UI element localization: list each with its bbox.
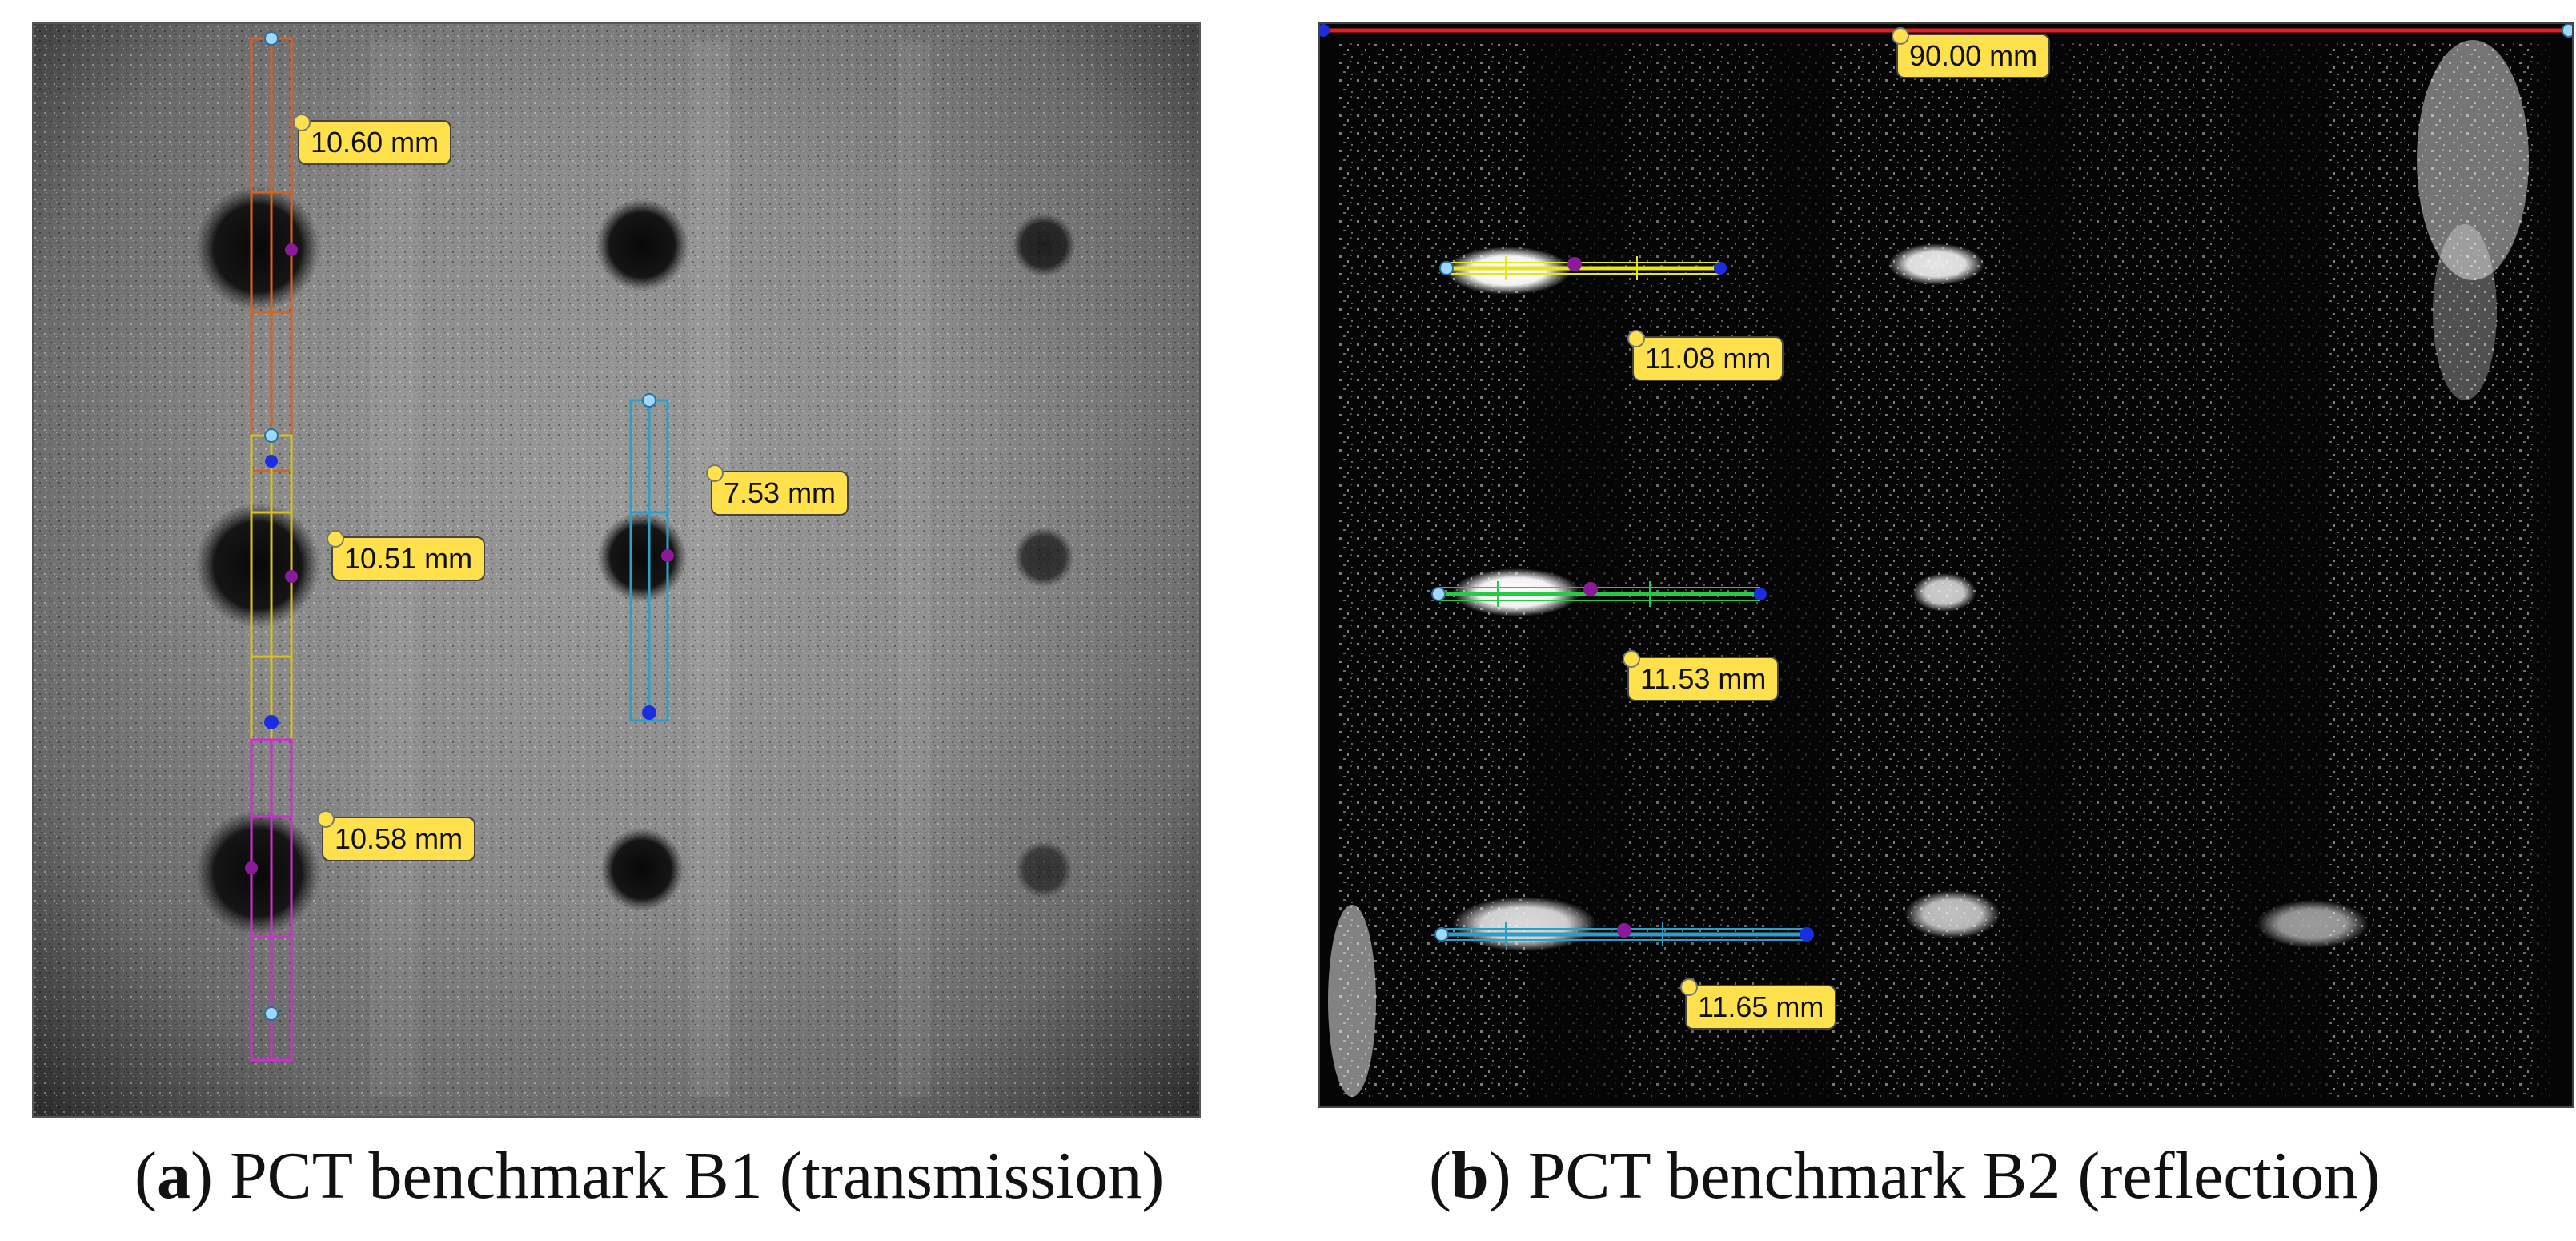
defect-hole — [1015, 841, 1073, 898]
measurement-line-yellow[interactable] — [1439, 256, 1727, 280]
defect-hole — [1013, 527, 1074, 588]
caption-b: (b) PCT benchmark B2 (reflection) — [1429, 1139, 2381, 1213]
caption-letter: b — [1451, 1139, 1489, 1213]
measurement-label: 11.53 mm — [1622, 650, 1780, 701]
defect-hole — [596, 199, 688, 291]
reflection-image-panel: 90.00 mm 11.08 mm 11.53 mm 11.65 mm — [1318, 22, 2574, 1108]
defect-blob — [1888, 243, 1984, 285]
defect-hole — [600, 828, 684, 911]
defect-blob — [1446, 247, 1571, 295]
measurement-line-blue[interactable] — [1434, 922, 1814, 946]
measurement-label: 10.58 mm — [316, 810, 476, 861]
reflection-image-graphics — [1320, 24, 2574, 1097]
measurement-line-red[interactable] — [1320, 24, 2574, 38]
measurement-label: 11.08 mm — [1627, 330, 1784, 381]
caption-text: PCT benchmark B1 (transmission) — [212, 1139, 1165, 1213]
measurement-line-green[interactable] — [1431, 581, 1767, 607]
caption-a: (a) PCT benchmark B1 (transmission) — [134, 1139, 1165, 1213]
defect-hole — [195, 810, 320, 935]
defect-blob — [1452, 897, 1596, 951]
defect-blob — [1912, 573, 1976, 612]
transmission-image-panel: 10.60 mm 10.51 mm 10.58 mm 7.53 mm — [32, 22, 1201, 1118]
defect-hole — [195, 503, 320, 628]
defect-hole — [597, 512, 687, 602]
measurement-handles[interactable] — [245, 31, 674, 1021]
measurement-label: 11.65 mm — [1679, 978, 1837, 1030]
measurement-label: 7.53 mm — [705, 464, 849, 516]
defect-hole — [1012, 213, 1076, 277]
caption-text: PCT benchmark B2 (reflection) — [1511, 1139, 2381, 1213]
caption-letter: a — [156, 1139, 191, 1213]
defect-blob — [1904, 890, 2000, 938]
defect-hole — [195, 186, 320, 311]
measurement-label: 90.00 mm — [1891, 27, 2051, 78]
transmission-image-graphics — [34, 24, 1199, 1116]
defect-blob — [2257, 900, 2369, 948]
measurement-label: 10.51 mm — [326, 530, 486, 581]
measurement-label: 10.60 mm — [292, 114, 452, 165]
